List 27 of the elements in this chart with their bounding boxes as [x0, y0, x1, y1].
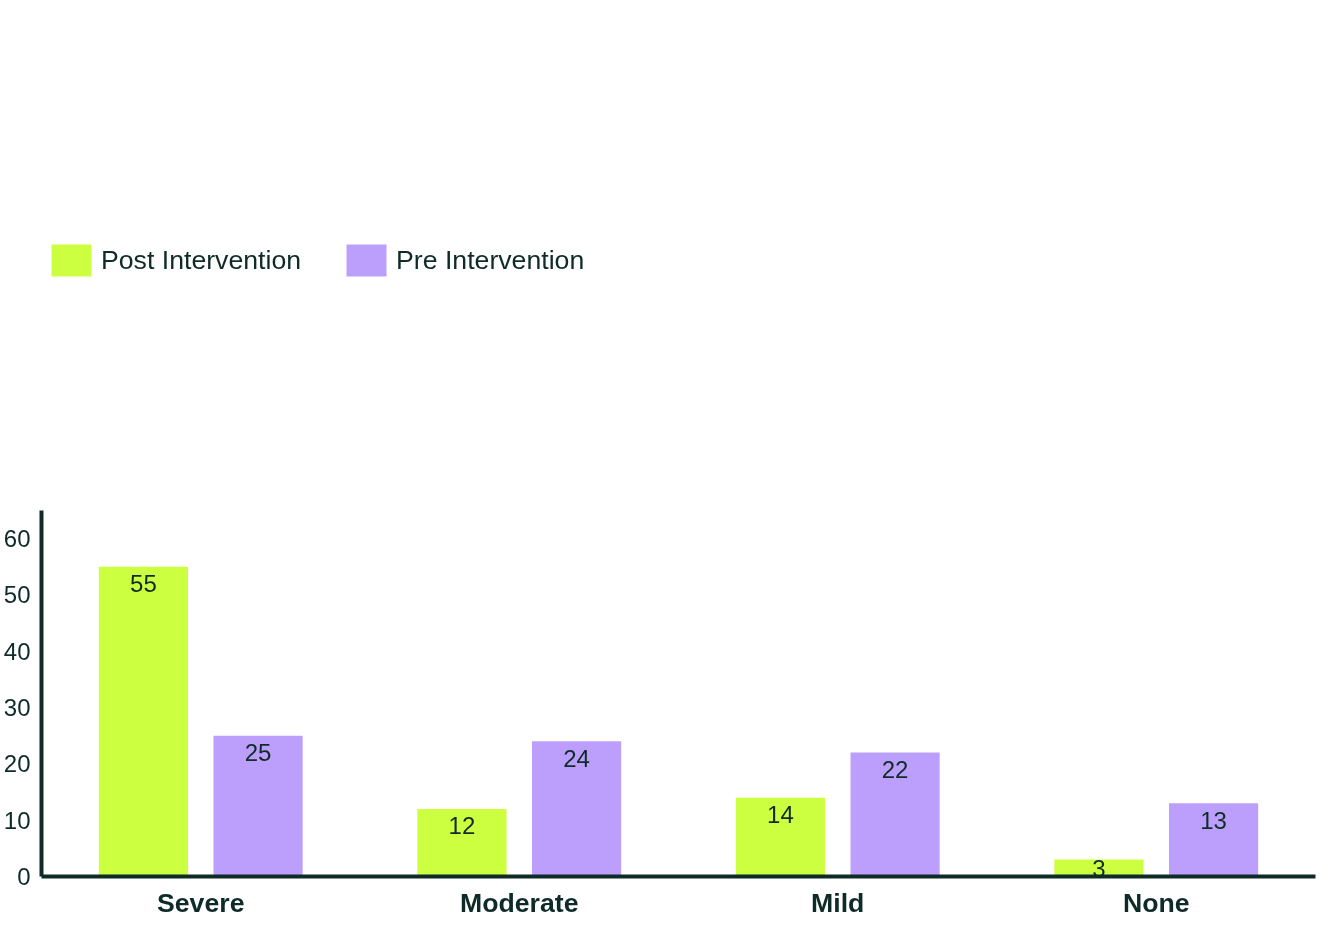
- x-tick-label: Mild: [811, 887, 865, 918]
- y-tick-label: 0: [17, 863, 31, 890]
- bar: [531, 741, 622, 877]
- bar: [735, 797, 826, 877]
- x-tick-label: Moderate: [460, 887, 579, 918]
- y-tick-label: 20: [3, 750, 31, 778]
- data-label: 25: [244, 739, 272, 767]
- legend-label: Post Intervention: [101, 244, 302, 276]
- bar: [98, 566, 189, 877]
- data-label: 22: [881, 756, 909, 784]
- legend-label: Pre Intervention: [396, 244, 585, 276]
- bar: [417, 808, 507, 877]
- y-tick-label: 10: [3, 806, 31, 834]
- data-label: 24: [563, 744, 590, 772]
- x-tick-label: Severe: [157, 887, 245, 918]
- bar: [213, 735, 303, 877]
- y-tick-label: 30: [3, 694, 31, 722]
- data-label: 55: [130, 570, 157, 598]
- data-label: 12: [448, 812, 476, 840]
- y-tick-label: 50: [3, 581, 31, 609]
- bar: [850, 752, 940, 877]
- y-tick-label: 40: [3, 637, 31, 665]
- y-tick-label: 60: [3, 525, 31, 553]
- x-tick-label: None: [1122, 887, 1190, 918]
- data-label: 13: [1200, 806, 1227, 834]
- bar: [1168, 803, 1259, 877]
- data-label: 14: [767, 801, 794, 829]
